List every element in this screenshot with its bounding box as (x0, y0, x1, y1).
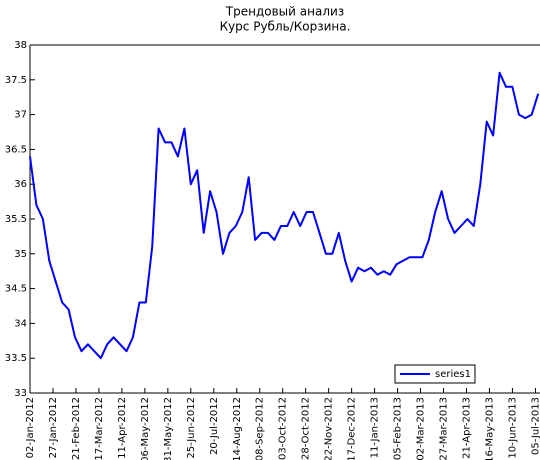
legend-box (394, 364, 476, 384)
legend-label: series1 (435, 369, 471, 380)
x-tick-label: 11-Apr-2012 (117, 397, 128, 459)
x-tick-label: 02-Jan-2012 (25, 397, 36, 458)
x-tick-label: 25-Jun-2012 (186, 397, 197, 459)
y-tick-label: 37 (14, 110, 27, 121)
y-tick-label: 34 (14, 318, 27, 329)
x-tick-label: 02-Mar-2013 (416, 397, 427, 460)
y-tick-label: 35.5 (5, 214, 27, 225)
y-tick-label: 33.5 (5, 353, 27, 364)
x-tick-label: 21-Apr-2013 (461, 397, 472, 459)
y-tick-label: 37.5 (5, 75, 27, 86)
y-tick-label: 36 (14, 179, 27, 190)
x-tick-label: 11-Jan-2013 (370, 397, 381, 458)
y-tick-label: 34.5 (5, 284, 27, 295)
x-tick-label: 05-Feb-2013 (393, 397, 404, 460)
y-tick-label: 36.5 (5, 144, 27, 155)
y-tick-label: 35 (14, 249, 27, 260)
x-tick-label: 20-Jul-2012 (209, 397, 220, 455)
x-tick-label: 14-Aug-2012 (232, 397, 243, 460)
x-tick-label: 10-Jun-2013 (507, 397, 518, 459)
x-tick-label: 28-Oct-2012 (301, 397, 312, 460)
series-line (29, 71, 540, 360)
y-tick-label: 38 (14, 40, 27, 51)
y-tick-label: 33 (14, 388, 27, 399)
x-tick-label: 27-Mar-2013 (439, 397, 450, 460)
x-tick-label: 22-Nov-2012 (324, 397, 335, 460)
x-tick-label: 16-May-2013 (484, 397, 495, 460)
chart-subtitle: Курс Рубль/Корзина. (220, 20, 351, 34)
x-tick-label: 17-Dec-2012 (347, 397, 358, 460)
x-tick-label: 08-Sep-2012 (255, 397, 266, 460)
x-tick-label: 21-Feb-2012 (71, 397, 82, 460)
chart-title: Трендовый анализ (225, 5, 344, 19)
x-tick-label: 05-Jul-2013 (530, 397, 540, 455)
x-tick-label: 17-Mar-2012 (94, 397, 105, 460)
x-tick-label: 31-May-2012 (163, 397, 174, 460)
x-tick-label: 06-May-2012 (140, 397, 151, 460)
x-tick-label: 27-Jan-2012 (48, 397, 59, 458)
x-tick-label: 03-Oct-2012 (278, 397, 289, 460)
